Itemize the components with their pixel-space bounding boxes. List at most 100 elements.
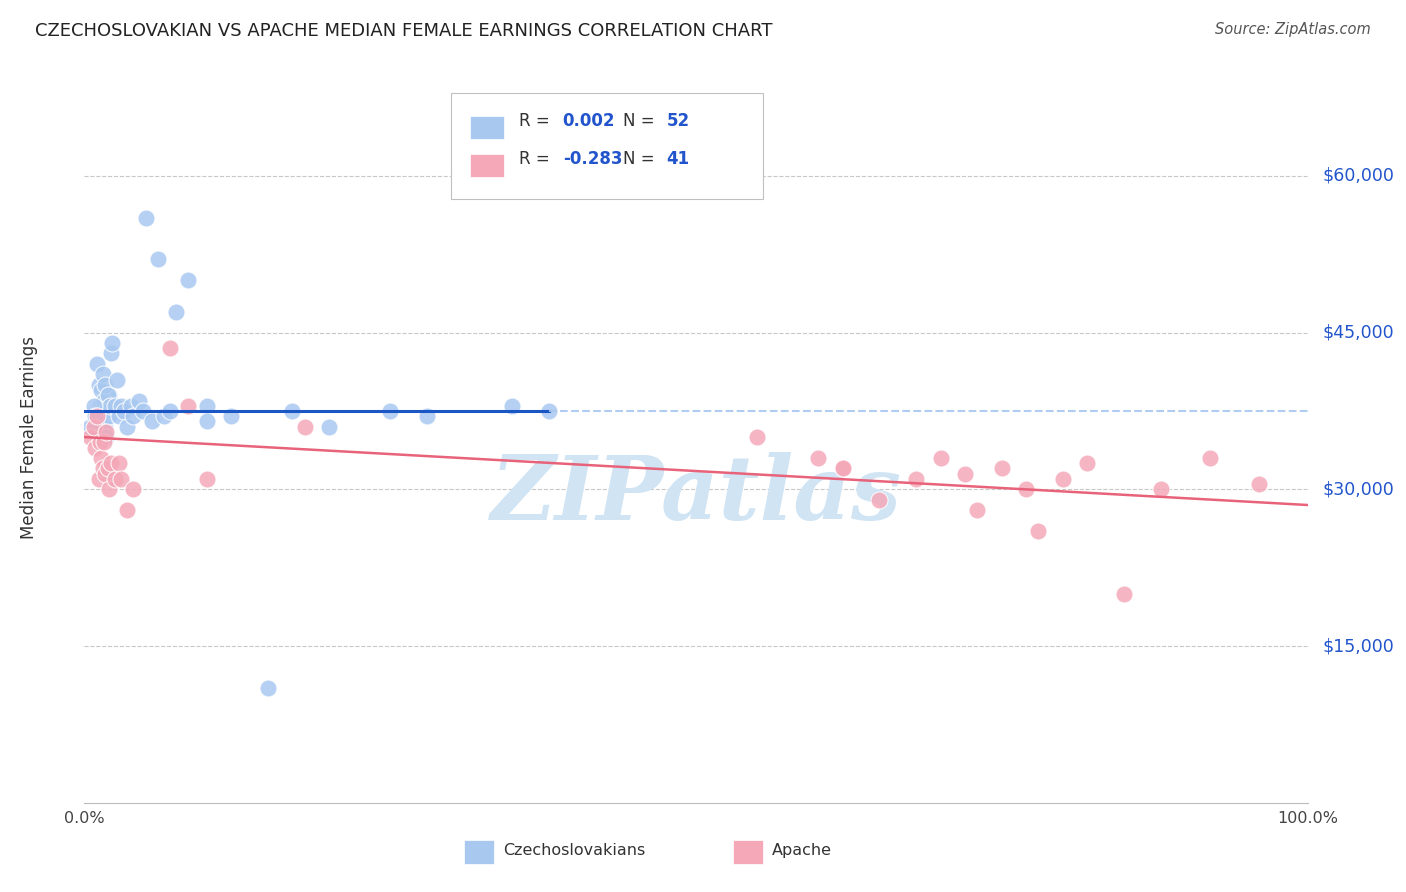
Point — [929, 450, 952, 465]
Point — [747, 430, 769, 444]
Point — [991, 461, 1014, 475]
Point — [91, 368, 114, 382]
Point — [93, 435, 115, 450]
Point — [141, 414, 163, 428]
Point — [101, 336, 124, 351]
Text: 52: 52 — [666, 112, 690, 130]
Text: -0.283: -0.283 — [562, 150, 621, 168]
Point — [97, 483, 120, 497]
Point — [91, 419, 114, 434]
Point — [97, 388, 120, 402]
Point — [1052, 472, 1074, 486]
FancyBboxPatch shape — [733, 840, 763, 863]
Point — [165, 304, 187, 318]
Text: Czechoslovakians: Czechoslovakians — [503, 843, 645, 858]
Point — [84, 441, 107, 455]
Point — [83, 399, 105, 413]
Point — [107, 409, 129, 424]
Point — [100, 346, 122, 360]
Point — [100, 456, 122, 470]
Point — [807, 450, 830, 465]
Point — [93, 393, 115, 408]
Point — [112, 404, 135, 418]
Point — [86, 357, 108, 371]
Point — [1028, 524, 1050, 538]
Point — [90, 383, 112, 397]
Text: $15,000: $15,000 — [1322, 637, 1393, 655]
FancyBboxPatch shape — [451, 94, 763, 200]
Point — [177, 399, 200, 413]
Point — [318, 419, 340, 434]
Point — [83, 419, 105, 434]
Point — [87, 414, 110, 428]
Point — [84, 409, 107, 424]
Text: $45,000: $45,000 — [1322, 324, 1393, 342]
FancyBboxPatch shape — [464, 840, 494, 863]
Point — [90, 450, 112, 465]
Point — [89, 399, 111, 413]
Point — [94, 419, 117, 434]
Point — [105, 373, 128, 387]
Text: $30,000: $30,000 — [1322, 480, 1393, 499]
Point — [79, 430, 101, 444]
Point — [104, 472, 127, 486]
Point — [153, 409, 176, 424]
Point — [97, 388, 120, 402]
Point — [538, 404, 561, 418]
Point — [96, 425, 118, 439]
Point — [94, 467, 117, 481]
Text: 0.002: 0.002 — [562, 112, 616, 130]
Text: CZECHOSLOVAKIAN VS APACHE MEDIAN FEMALE EARNINGS CORRELATION CHART: CZECHOSLOVAKIAN VS APACHE MEDIAN FEMALE … — [35, 22, 773, 40]
Point — [159, 404, 181, 418]
Point — [97, 409, 120, 424]
Point — [159, 341, 181, 355]
Text: Median Female Earnings: Median Female Earnings — [20, 335, 38, 539]
Text: Source: ZipAtlas.com: Source: ZipAtlas.com — [1215, 22, 1371, 37]
Point — [502, 399, 524, 413]
Point — [831, 461, 853, 475]
Point — [93, 409, 115, 424]
Point — [1015, 483, 1038, 497]
Point — [128, 393, 150, 408]
Point — [1247, 477, 1270, 491]
Point — [905, 472, 928, 486]
FancyBboxPatch shape — [470, 154, 503, 178]
Point — [416, 409, 439, 424]
Point — [87, 472, 110, 486]
Point — [1114, 587, 1136, 601]
FancyBboxPatch shape — [470, 116, 503, 139]
Point — [966, 503, 988, 517]
Point — [122, 483, 145, 497]
Text: R =: R = — [519, 150, 554, 168]
Point — [1198, 450, 1220, 465]
Text: Apache: Apache — [772, 843, 832, 858]
Point — [115, 419, 138, 434]
Point — [135, 211, 157, 225]
Point — [89, 435, 111, 450]
Text: $60,000: $60,000 — [1322, 167, 1395, 185]
Point — [115, 503, 138, 517]
Text: ZIPatlas: ZIPatlas — [491, 452, 901, 539]
Point — [91, 461, 114, 475]
Point — [219, 409, 242, 424]
Point — [94, 377, 117, 392]
Point — [869, 492, 891, 507]
Point — [110, 399, 132, 413]
Point — [294, 419, 316, 434]
Point — [195, 399, 218, 413]
Point — [953, 467, 976, 481]
Point — [281, 404, 304, 418]
Point — [96, 430, 118, 444]
Point — [86, 409, 108, 424]
Point — [120, 399, 142, 413]
Point — [195, 472, 218, 486]
Point — [177, 273, 200, 287]
Point — [104, 399, 127, 413]
Text: N =: N = — [623, 112, 659, 130]
Point — [96, 404, 118, 418]
Point — [86, 409, 108, 424]
Point — [380, 404, 402, 418]
Point — [87, 377, 110, 392]
Point — [831, 461, 853, 475]
Point — [132, 404, 155, 418]
